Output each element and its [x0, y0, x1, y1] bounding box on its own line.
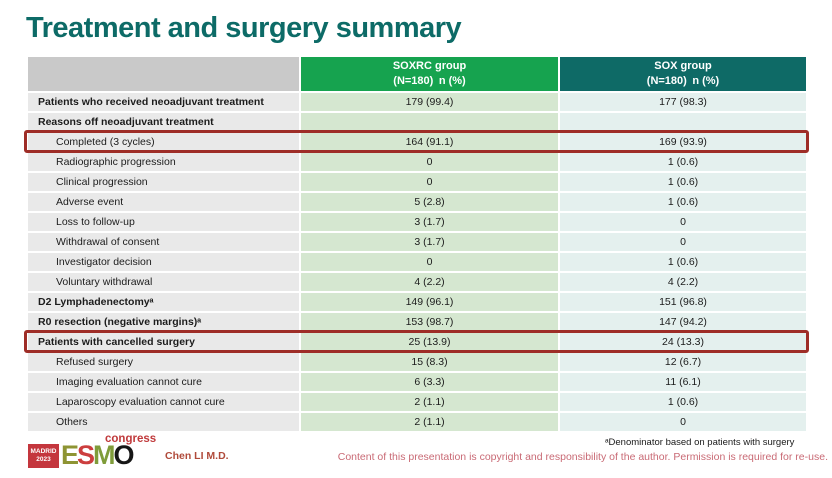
table-body: Patients who received neoadjuvant treatm… [24, 93, 809, 431]
table-row: R0 resection (negative margins)ᵃ 153 (98… [28, 313, 806, 331]
header-soxrc-group: SOXRC group (N=180) n (%) [301, 57, 558, 91]
cell-soxrc-value: 0 [301, 153, 558, 171]
row-label: R0 resection (negative margins)ᵃ [28, 313, 299, 331]
cell-soxrc-value: 0 [301, 253, 558, 271]
cell-soxrc-value: 153 (98.7) [301, 313, 558, 331]
badge-city: MADRID [30, 448, 57, 456]
table-row: Loss to follow-up 3 (1.7) 0 [28, 213, 806, 231]
table-row: Patients with cancelled surgery 25 (13.9… [24, 330, 809, 353]
table-row: Voluntary withdrawal 4 (2.2) 4 (2.2) [28, 273, 806, 291]
row-label: Laparoscopy evaluation cannot cure [28, 393, 299, 411]
copyright-notice: Content of this presentation is copyrigh… [337, 451, 828, 463]
cell-soxrc-value: 2 (1.1) [301, 413, 558, 431]
table-row: D2 Lymphadenectomyᵃ 149 (96.1) 151 (96.8… [28, 293, 806, 311]
table-header-row: SOXRC group (N=180) n (%) SOX group (N=1… [28, 57, 806, 91]
cell-soxrc-value: 25 (13.9) [301, 333, 558, 351]
row-label: Adverse event [28, 193, 299, 211]
cell-sox-value: 24 (13.3) [560, 333, 806, 351]
row-label: Radiographic progression [28, 153, 299, 171]
cell-sox-value: 0 [560, 213, 806, 231]
row-label: Clinical progression [28, 173, 299, 191]
page-title: Treatment and surgery summary [26, 12, 462, 44]
table-row: Withdrawal of consent 3 (1.7) 0 [28, 233, 806, 251]
cell-sox-value: 169 (93.9) [560, 133, 806, 151]
table-row: Patients who received neoadjuvant treatm… [28, 93, 806, 111]
row-label: Voluntary withdrawal [28, 273, 299, 291]
cell-soxrc-value: 0 [301, 173, 558, 191]
row-label: D2 Lymphadenectomyᵃ [28, 293, 299, 311]
table-row: Imaging evaluation cannot cure 6 (3.3) 1… [28, 373, 806, 391]
table-row: Refused surgery 15 (8.3) 12 (6.7) [28, 353, 806, 371]
cell-soxrc-value: 164 (91.1) [301, 133, 558, 151]
cell-sox-value: 1 (0.6) [560, 153, 806, 171]
madrid-2023-badge: MADRID 2023 [28, 444, 59, 468]
row-label: Withdrawal of consent [28, 233, 299, 251]
congress-label: congress [105, 433, 157, 445]
esmo-wordmark: ESMO [61, 440, 135, 470]
table-row: Reasons off neoadjuvant treatment [28, 113, 806, 131]
cell-sox-value [560, 113, 806, 131]
esmo-letter-s: S [77, 440, 95, 470]
cell-soxrc-value: 149 (96.1) [301, 293, 558, 311]
header-sox-line1: SOX group [654, 60, 712, 73]
cell-soxrc-value: 2 (1.1) [301, 393, 558, 411]
esmo-letter-o: O [113, 440, 135, 470]
cell-sox-value: 151 (96.8) [560, 293, 806, 311]
row-label: Patients with cancelled surgery [28, 333, 299, 351]
cell-sox-value: 177 (98.3) [560, 93, 806, 111]
table-row: Investigator decision 0 1 (0.6) [28, 253, 806, 271]
cell-soxrc-value [301, 113, 558, 131]
cell-sox-value: 0 [560, 413, 806, 431]
cell-soxrc-value: 5 (2.8) [301, 193, 558, 211]
presenter-name: Chen LI M.D. [165, 450, 229, 462]
cell-sox-value: 147 (94.2) [560, 313, 806, 331]
header-sox-line2: (N=180) n (%) [646, 75, 720, 87]
row-label: Patients who received neoadjuvant treatm… [28, 93, 299, 111]
cell-sox-value: 4 (2.2) [560, 273, 806, 291]
cell-soxrc-value: 179 (99.4) [301, 93, 558, 111]
table-row: Clinical progression 0 1 (0.6) [28, 173, 806, 191]
row-label: Others [28, 413, 299, 431]
table-row: Adverse event 5 (2.8) 1 (0.6) [28, 193, 806, 211]
row-label: Imaging evaluation cannot cure [28, 373, 299, 391]
table-row: Radiographic progression 0 1 (0.6) [28, 153, 806, 171]
denominator-footnote: ᵃDenominator based on patients with surg… [605, 437, 795, 448]
cell-sox-value: 1 (0.6) [560, 193, 806, 211]
esmo-congress-logo: MADRID 2023 ESMO congress [28, 433, 156, 470]
header-soxrc-line1: SOXRC group [392, 60, 467, 73]
cell-sox-value: 1 (0.6) [560, 393, 806, 411]
row-label: Completed (3 cycles) [28, 133, 299, 151]
cell-soxrc-value: 3 (1.7) [301, 213, 558, 231]
summary-table: SOXRC group (N=180) n (%) SOX group (N=1… [24, 57, 809, 433]
row-label: Refused surgery [28, 353, 299, 371]
table-row: Others 2 (1.1) 0 [28, 413, 806, 431]
cell-soxrc-value: 3 (1.7) [301, 233, 558, 251]
table-row: Completed (3 cycles) 164 (91.1) 169 (93.… [24, 130, 809, 153]
esmo-letter-e: E [61, 440, 79, 470]
badge-year: 2023 [36, 456, 51, 463]
cell-sox-value: 12 (6.7) [560, 353, 806, 371]
cell-sox-value: 11 (6.1) [560, 373, 806, 391]
cell-sox-value: 1 (0.6) [560, 173, 806, 191]
cell-soxrc-value: 4 (2.2) [301, 273, 558, 291]
cell-sox-value: 1 (0.6) [560, 253, 806, 271]
header-soxrc-line2: (N=180) n (%) [393, 75, 466, 87]
row-label: Loss to follow-up [28, 213, 299, 231]
header-sox-group: SOX group (N=180) n (%) [560, 57, 806, 91]
cell-soxrc-value: 15 (8.3) [301, 353, 558, 371]
header-label-cell [28, 57, 299, 91]
table-row: Laparoscopy evaluation cannot cure 2 (1.… [28, 393, 806, 411]
esmo-letter-m: M [93, 440, 115, 470]
row-label: Investigator decision [28, 253, 299, 271]
row-label: Reasons off neoadjuvant treatment [28, 113, 299, 131]
cell-soxrc-value: 6 (3.3) [301, 373, 558, 391]
cell-sox-value: 0 [560, 233, 806, 251]
